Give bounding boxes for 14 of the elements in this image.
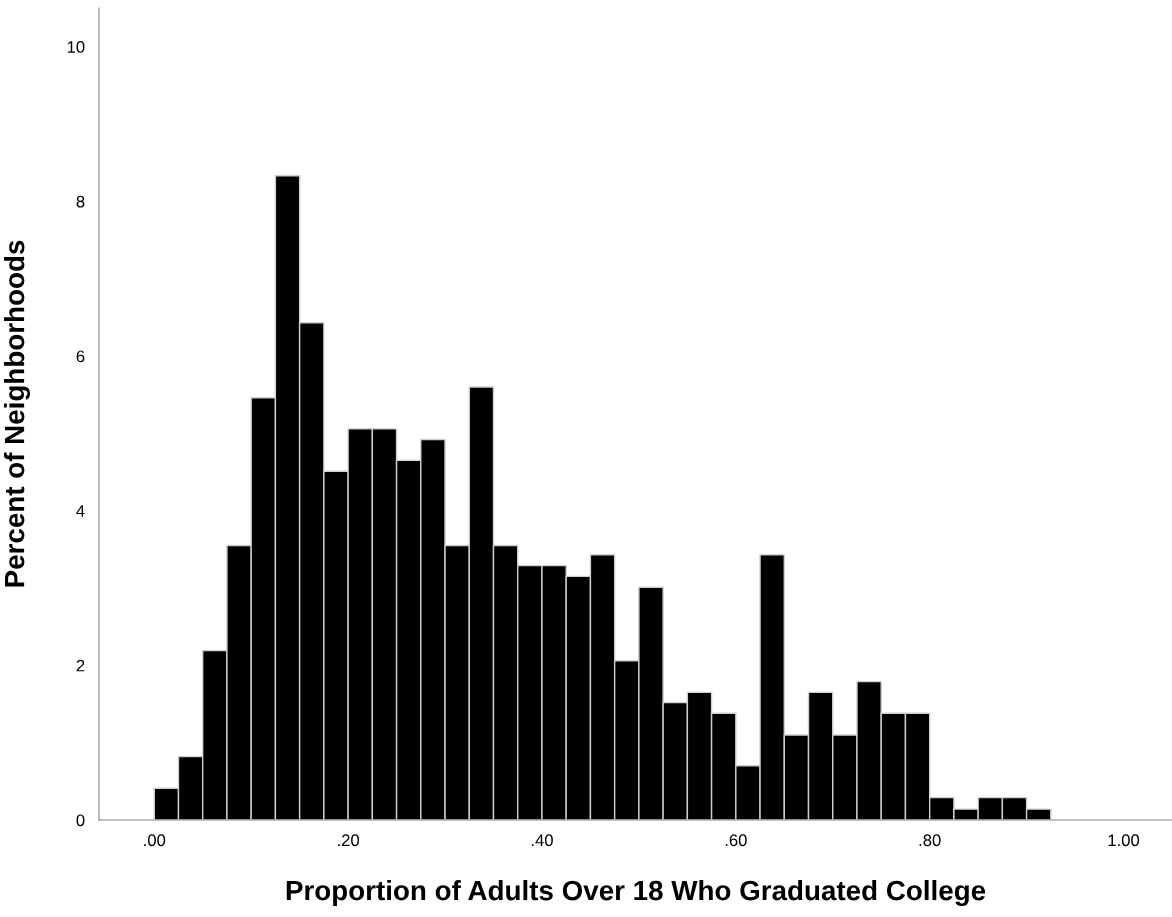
x-tick-label: .00 xyxy=(144,834,166,847)
y-tick-label: 2 xyxy=(76,659,85,672)
y-tick-label: 0 xyxy=(76,814,85,827)
y-tick-label: 10 xyxy=(67,41,85,53)
y-tick-label: 8 xyxy=(76,195,85,208)
x-tick-label: .60 xyxy=(725,834,747,847)
y-axis-title: Percent of Neighborhoods xyxy=(3,240,30,587)
y-tick-label: 4 xyxy=(76,505,85,517)
x-tick-label: 1.00 xyxy=(1108,834,1140,847)
x-tick-label: .80 xyxy=(919,834,941,847)
x-tick-label: .20 xyxy=(338,834,360,847)
x-tick-label: .40 xyxy=(531,834,553,847)
x-axis-title: Proportion of Adults Over 18 Who Graduated College xyxy=(286,879,986,906)
y-tick-label: 6 xyxy=(76,350,85,363)
